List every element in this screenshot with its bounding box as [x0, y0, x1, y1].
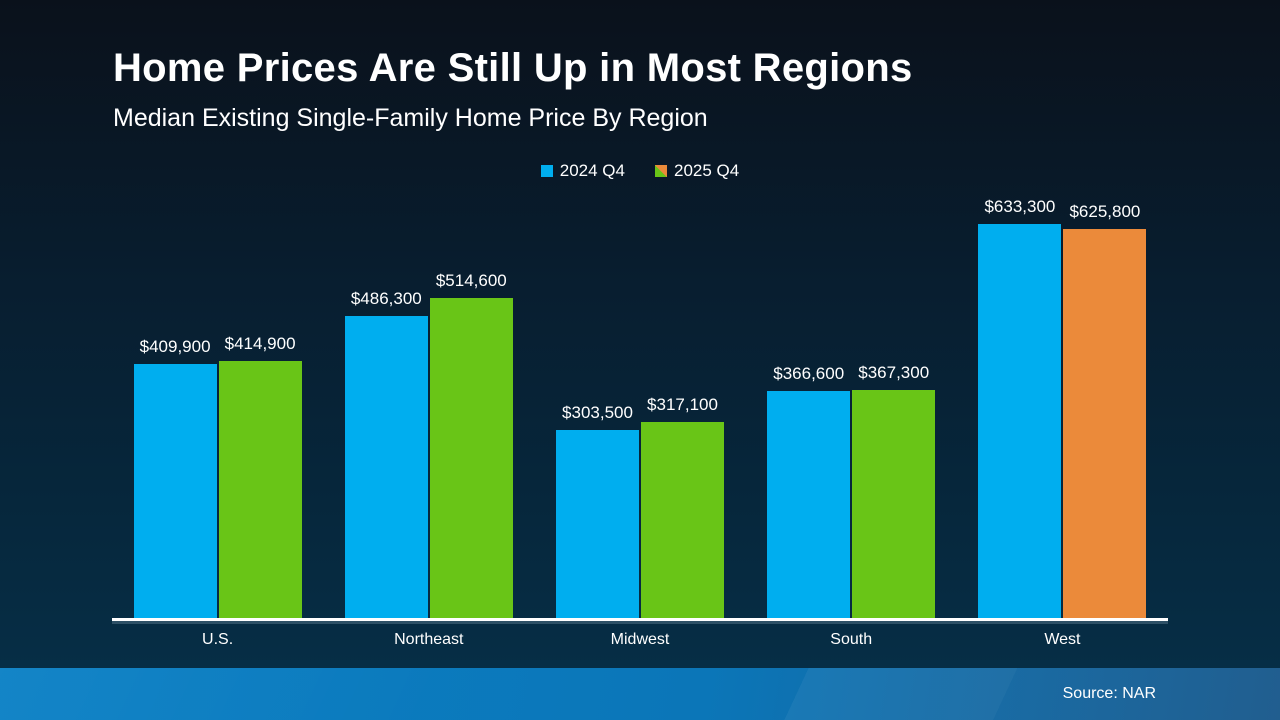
category-group-south: $366,600 $367,300 — [746, 190, 957, 620]
category-group-u-s: $409,900 $414,900 — [112, 190, 323, 620]
value-label-2024-q4-midwest: $303,500 — [562, 403, 633, 423]
bar-wrap-2024-q4-midwest: $303,500 — [556, 403, 639, 620]
bar-2024-q4-northeast — [344, 315, 428, 620]
legend-label-2024-q4: 2024 Q4 — [559, 161, 625, 180]
value-label-2025-q4-west: $625,800 — [1069, 201, 1141, 221]
page-title: Home Prices Are Still Up in Most Regions — [113, 46, 913, 90]
category-group-midwest: $303,500 $317,100 — [534, 190, 745, 620]
value-label-2025-q4-midwest: $317,100 — [647, 394, 718, 414]
value-label-2024-q4-west: $633,300 — [984, 197, 1056, 216]
bars-row-midwest: $303,500 $317,100 — [556, 395, 724, 620]
chart-plot: $409,900 $414,900 $486,300 $514,600 $303,500… — [112, 190, 1168, 620]
legend-swatch-2024-q4-icon — [540, 165, 553, 177]
bar-2024-q4-midwest — [556, 430, 639, 620]
legend-item-2025-q4: 2025 Q4 — [655, 161, 739, 181]
bar-2025-q4-northeast — [429, 298, 513, 620]
x-axis-label-midwest: Midwest — [610, 631, 670, 648]
bar-wrap-2025-q4-west: $625,800 — [1063, 201, 1147, 620]
bar-wrap-2025-q4-northeast: $514,600 — [429, 271, 513, 620]
category-group-west: $633,300 $625,800 — [957, 190, 1168, 620]
value-label-2025-q4-u-s: $414,900 — [224, 333, 296, 353]
bar-2025-q4-u-s — [218, 360, 302, 620]
bar-2024-q4-south — [767, 390, 851, 620]
bars-row-u-s: $409,900 $414,900 — [133, 333, 302, 620]
bar-wrap-2024-q4-u-s: $409,900 — [133, 336, 217, 620]
x-axis-label-u-s: U.S. — [202, 631, 234, 648]
bar-wrap-2024-q4-northeast: $486,300 — [344, 288, 428, 620]
x-axis-label-northeast: Northeast — [394, 631, 464, 648]
source-credit: Source: NAR — [1062, 685, 1156, 702]
bar-wrap-2025-q4-midwest: $317,100 — [641, 395, 724, 620]
category-group-northeast: $486,300 $514,600 — [323, 190, 534, 620]
bars-row-south: $366,600 $367,300 — [767, 363, 936, 620]
value-label-2024-q4-northeast: $486,300 — [350, 288, 422, 308]
chart-legend: 2024 Q4 2025 Q4 — [0, 161, 1280, 181]
x-axis-label-west: West — [1044, 631, 1081, 648]
bars-row-northeast: $486,300 $514,600 — [344, 271, 513, 620]
legend-label-2025-q4: 2025 Q4 — [674, 161, 740, 180]
x-axis-label-south: South — [830, 631, 873, 648]
bar-2024-q4-west — [978, 224, 1062, 620]
value-label-2025-q4-south: $367,300 — [858, 363, 930, 383]
value-label-2024-q4-u-s: $409,900 — [139, 336, 211, 356]
bar-wrap-2024-q4-south: $366,600 — [767, 363, 851, 620]
bar-2024-q4-u-s — [133, 363, 217, 620]
bar-2025-q4-west — [1063, 228, 1147, 620]
bar-wrap-2025-q4-south: $367,300 — [852, 363, 936, 620]
footer-bar: Source: NAR — [0, 668, 1280, 720]
bar-2025-q4-midwest — [641, 421, 724, 620]
legend-item-2024-q4: 2024 Q4 — [540, 161, 625, 181]
value-label-2024-q4-south: $366,600 — [773, 363, 845, 383]
bar-wrap-2025-q4-u-s: $414,900 — [218, 333, 302, 620]
x-axis-labels: U.S. Northeast Midwest South West — [112, 631, 1168, 649]
bar-2025-q4-south — [852, 390, 936, 620]
legend-swatch-2025-q4-icon — [655, 165, 667, 177]
bar-wrap-2024-q4-west: $633,300 — [978, 197, 1062, 620]
value-label-2025-q4-northeast: $514,600 — [435, 271, 507, 291]
bars-row-west: $633,300 $625,800 — [978, 197, 1147, 620]
x-axis-line — [112, 618, 1168, 621]
page-subtitle: Median Existing Single-Family Home Price… — [113, 104, 708, 132]
